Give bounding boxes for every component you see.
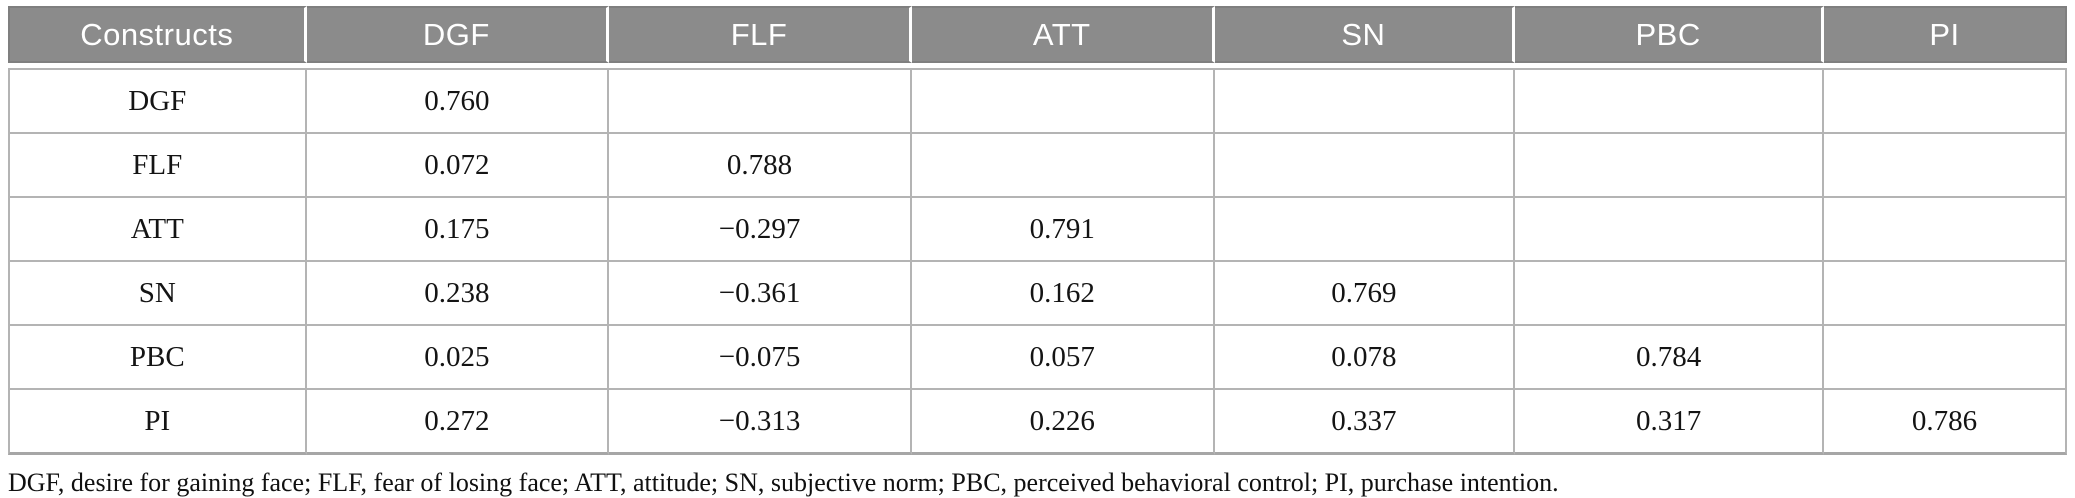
table-cell: 0.272 <box>306 388 610 455</box>
table-cell <box>1515 68 1825 132</box>
column-header-sn: SN <box>1214 6 1516 63</box>
table-cell: −0.297 <box>609 196 912 260</box>
row-label: PI <box>8 388 307 455</box>
table-cell <box>1214 196 1516 260</box>
table-cell <box>1214 68 1516 132</box>
table-cell: 0.238 <box>306 260 610 324</box>
row-label: PBC <box>8 324 307 388</box>
table-cell <box>911 132 1215 196</box>
table-row-pi: PI 0.272 −0.313 0.226 0.337 0.317 0.786 <box>8 388 2067 455</box>
row-label: FLF <box>8 132 307 196</box>
table-cell <box>1824 68 2067 132</box>
table-row-pbc: PBC 0.025 −0.075 0.057 0.078 0.784 <box>8 324 2067 388</box>
table-row-sn: SN 0.238 −0.361 0.162 0.769 <box>8 260 2067 324</box>
row-label: DGF <box>8 68 307 132</box>
table-cell: 0.078 <box>1214 324 1516 388</box>
table-cell <box>1824 132 2067 196</box>
table-cell: 0.788 <box>609 132 912 196</box>
table-cell <box>1824 196 2067 260</box>
column-header-dgf: DGF <box>306 6 610 63</box>
table-cell: 0.337 <box>1214 388 1516 455</box>
table-cell <box>609 68 912 132</box>
table-cell: 0.162 <box>911 260 1215 324</box>
table-cell: 0.769 <box>1214 260 1516 324</box>
column-header-att: ATT <box>911 6 1215 63</box>
table-cell: −0.361 <box>609 260 912 324</box>
table-row-flf: FLF 0.072 0.788 <box>8 132 2067 196</box>
column-header-pbc: PBC <box>1515 6 1825 63</box>
correlation-table: Constructs DGF FLF ATT SN PBC PI DGF 0.7… <box>8 6 2067 455</box>
column-header-flf: FLF <box>609 6 912 63</box>
table-cell: 0.791 <box>911 196 1215 260</box>
table-cell <box>1515 196 1825 260</box>
table-footnote: DGF, desire for gaining face; FLF, fear … <box>8 468 1559 497</box>
table-cell <box>1824 324 2067 388</box>
row-label: SN <box>8 260 307 324</box>
table-cell: 0.317 <box>1515 388 1825 455</box>
table-cell <box>911 68 1215 132</box>
table-cell <box>1214 132 1516 196</box>
table-cell: −0.313 <box>609 388 912 455</box>
table-cell: 0.784 <box>1515 324 1825 388</box>
table-row-dgf: DGF 0.760 <box>8 68 2067 132</box>
table-cell: 0.025 <box>306 324 610 388</box>
column-header-constructs: Constructs <box>8 6 307 63</box>
table-cell: 0.226 <box>911 388 1215 455</box>
column-header-pi: PI <box>1824 6 2067 63</box>
header-row: Constructs DGF FLF ATT SN PBC PI <box>8 6 2067 63</box>
row-label: ATT <box>8 196 307 260</box>
table-cell: −0.075 <box>609 324 912 388</box>
table-cell <box>1515 260 1825 324</box>
table-cell: 0.072 <box>306 132 610 196</box>
table-row-att: ATT 0.175 −0.297 0.791 <box>8 196 2067 260</box>
table-cell: 0.175 <box>306 196 610 260</box>
table-cell <box>1824 260 2067 324</box>
table-cell: 0.786 <box>1824 388 2067 455</box>
table-cell: 0.057 <box>911 324 1215 388</box>
table-cell: 0.760 <box>306 68 610 132</box>
table-cell <box>1515 132 1825 196</box>
